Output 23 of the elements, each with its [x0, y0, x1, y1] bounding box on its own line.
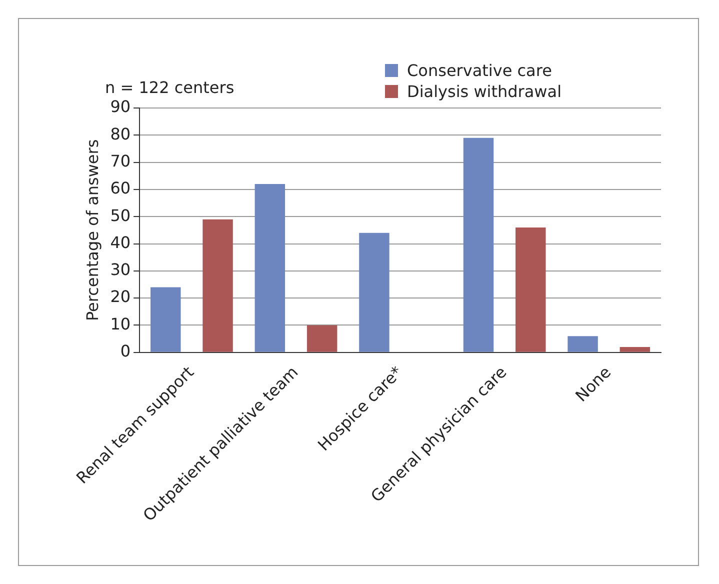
bar — [359, 232, 390, 352]
y-tick-label: 60 — [110, 178, 131, 198]
y-tick-label: 70 — [110, 151, 131, 170]
y-tick-label: 20 — [110, 287, 131, 306]
legend-label: Dialysis withdrawal — [407, 81, 562, 102]
y-tick-label: 30 — [110, 260, 131, 280]
bar — [463, 138, 494, 352]
y-tick-label: 50 — [110, 206, 131, 225]
y-axis-title: Percentage of answers — [82, 139, 102, 322]
bar — [150, 287, 181, 352]
text: n = 122 centers — [105, 78, 234, 97]
bar — [254, 184, 286, 352]
y-tick-label: 80 — [110, 124, 131, 144]
y-tick-label: 90 — [110, 97, 131, 116]
legend-label: Conservative care — [407, 60, 552, 81]
bar — [620, 346, 650, 352]
bar — [516, 227, 546, 352]
y-tick-label: 40 — [110, 232, 131, 252]
y-tick-label: 10 — [110, 314, 131, 334]
y-tick-label: 0 — [120, 342, 131, 361]
bar — [568, 336, 598, 352]
bar — [306, 325, 338, 352]
bar — [202, 219, 233, 352]
